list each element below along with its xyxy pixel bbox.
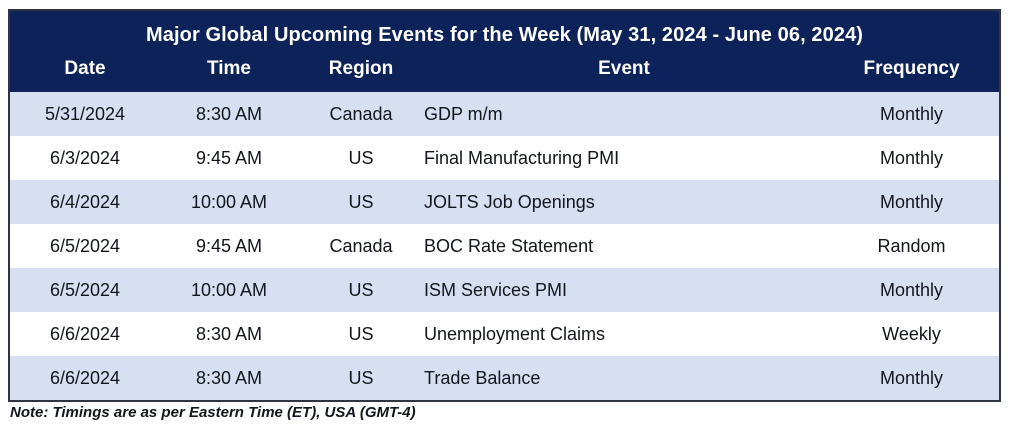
cell-region: Canada	[298, 224, 424, 268]
events-table-container: Major Global Upcoming Events for the Wee…	[8, 9, 1001, 402]
cell-time: 8:30 AM	[160, 356, 298, 400]
table-title: Major Global Upcoming Events for the Wee…	[10, 11, 1000, 58]
column-header-event[interactable]: Event	[424, 58, 824, 92]
footnote: Note: Timings are as per Eastern Time (E…	[10, 404, 416, 421]
cell-frequency: Monthly	[824, 180, 1000, 224]
column-header-region[interactable]: Region	[298, 58, 424, 92]
cell-time: 8:30 AM	[160, 92, 298, 136]
column-header-time[interactable]: Time	[160, 58, 298, 92]
cell-event: BOC Rate Statement	[424, 224, 824, 268]
cell-event: JOLTS Job Openings	[424, 180, 824, 224]
cell-date: 6/6/2024	[10, 312, 160, 356]
cell-frequency: Monthly	[824, 92, 1000, 136]
cell-date: 5/31/2024	[10, 92, 160, 136]
cell-date: 6/3/2024	[10, 136, 160, 180]
cell-frequency: Monthly	[824, 356, 1000, 400]
cell-date: 6/4/2024	[10, 180, 160, 224]
cell-event: Unemployment Claims	[424, 312, 824, 356]
cell-region: Canada	[298, 92, 424, 136]
cell-time: 9:45 AM	[160, 224, 298, 268]
cell-date: 6/5/2024	[10, 268, 160, 312]
events-table: Major Global Upcoming Events for the Wee…	[10, 11, 1000, 400]
cell-region: US	[298, 268, 424, 312]
table-title-row: Major Global Upcoming Events for the Wee…	[10, 11, 1000, 58]
table-row: 6/3/2024 9:45 AM US Final Manufacturing …	[10, 136, 1000, 180]
cell-time: 8:30 AM	[160, 312, 298, 356]
cell-date: 6/6/2024	[10, 356, 160, 400]
cell-region: US	[298, 180, 424, 224]
cell-event: GDP m/m	[424, 92, 824, 136]
table-body: 5/31/2024 8:30 AM Canada GDP m/m Monthly…	[10, 92, 1000, 400]
cell-region: US	[298, 356, 424, 400]
cell-event: Trade Balance	[424, 356, 824, 400]
cell-frequency: Monthly	[824, 136, 1000, 180]
cell-time: 9:45 AM	[160, 136, 298, 180]
cell-frequency: Random	[824, 224, 1000, 268]
column-header-date[interactable]: Date	[10, 58, 160, 92]
table-header: Major Global Upcoming Events for the Wee…	[10, 11, 1000, 92]
table-row: 6/5/2024 9:45 AM Canada BOC Rate Stateme…	[10, 224, 1000, 268]
table-row: 6/6/2024 8:30 AM US Trade Balance Monthl…	[10, 356, 1000, 400]
table-row: 6/5/2024 10:00 AM US ISM Services PMI Mo…	[10, 268, 1000, 312]
table-row: 5/31/2024 8:30 AM Canada GDP m/m Monthly	[10, 92, 1000, 136]
cell-time: 10:00 AM	[160, 268, 298, 312]
table-row: 6/4/2024 10:00 AM US JOLTS Job Openings …	[10, 180, 1000, 224]
column-header-row: Date Time Region Event Frequency	[10, 58, 1000, 92]
column-header-frequency[interactable]: Frequency	[824, 58, 1000, 92]
cell-time: 10:00 AM	[160, 180, 298, 224]
cell-frequency: Weekly	[824, 312, 1000, 356]
cell-event: Final Manufacturing PMI	[424, 136, 824, 180]
cell-region: US	[298, 136, 424, 180]
cell-event: ISM Services PMI	[424, 268, 824, 312]
cell-region: US	[298, 312, 424, 356]
cell-date: 6/5/2024	[10, 224, 160, 268]
cell-frequency: Monthly	[824, 268, 1000, 312]
table-row: 6/6/2024 8:30 AM US Unemployment Claims …	[10, 312, 1000, 356]
